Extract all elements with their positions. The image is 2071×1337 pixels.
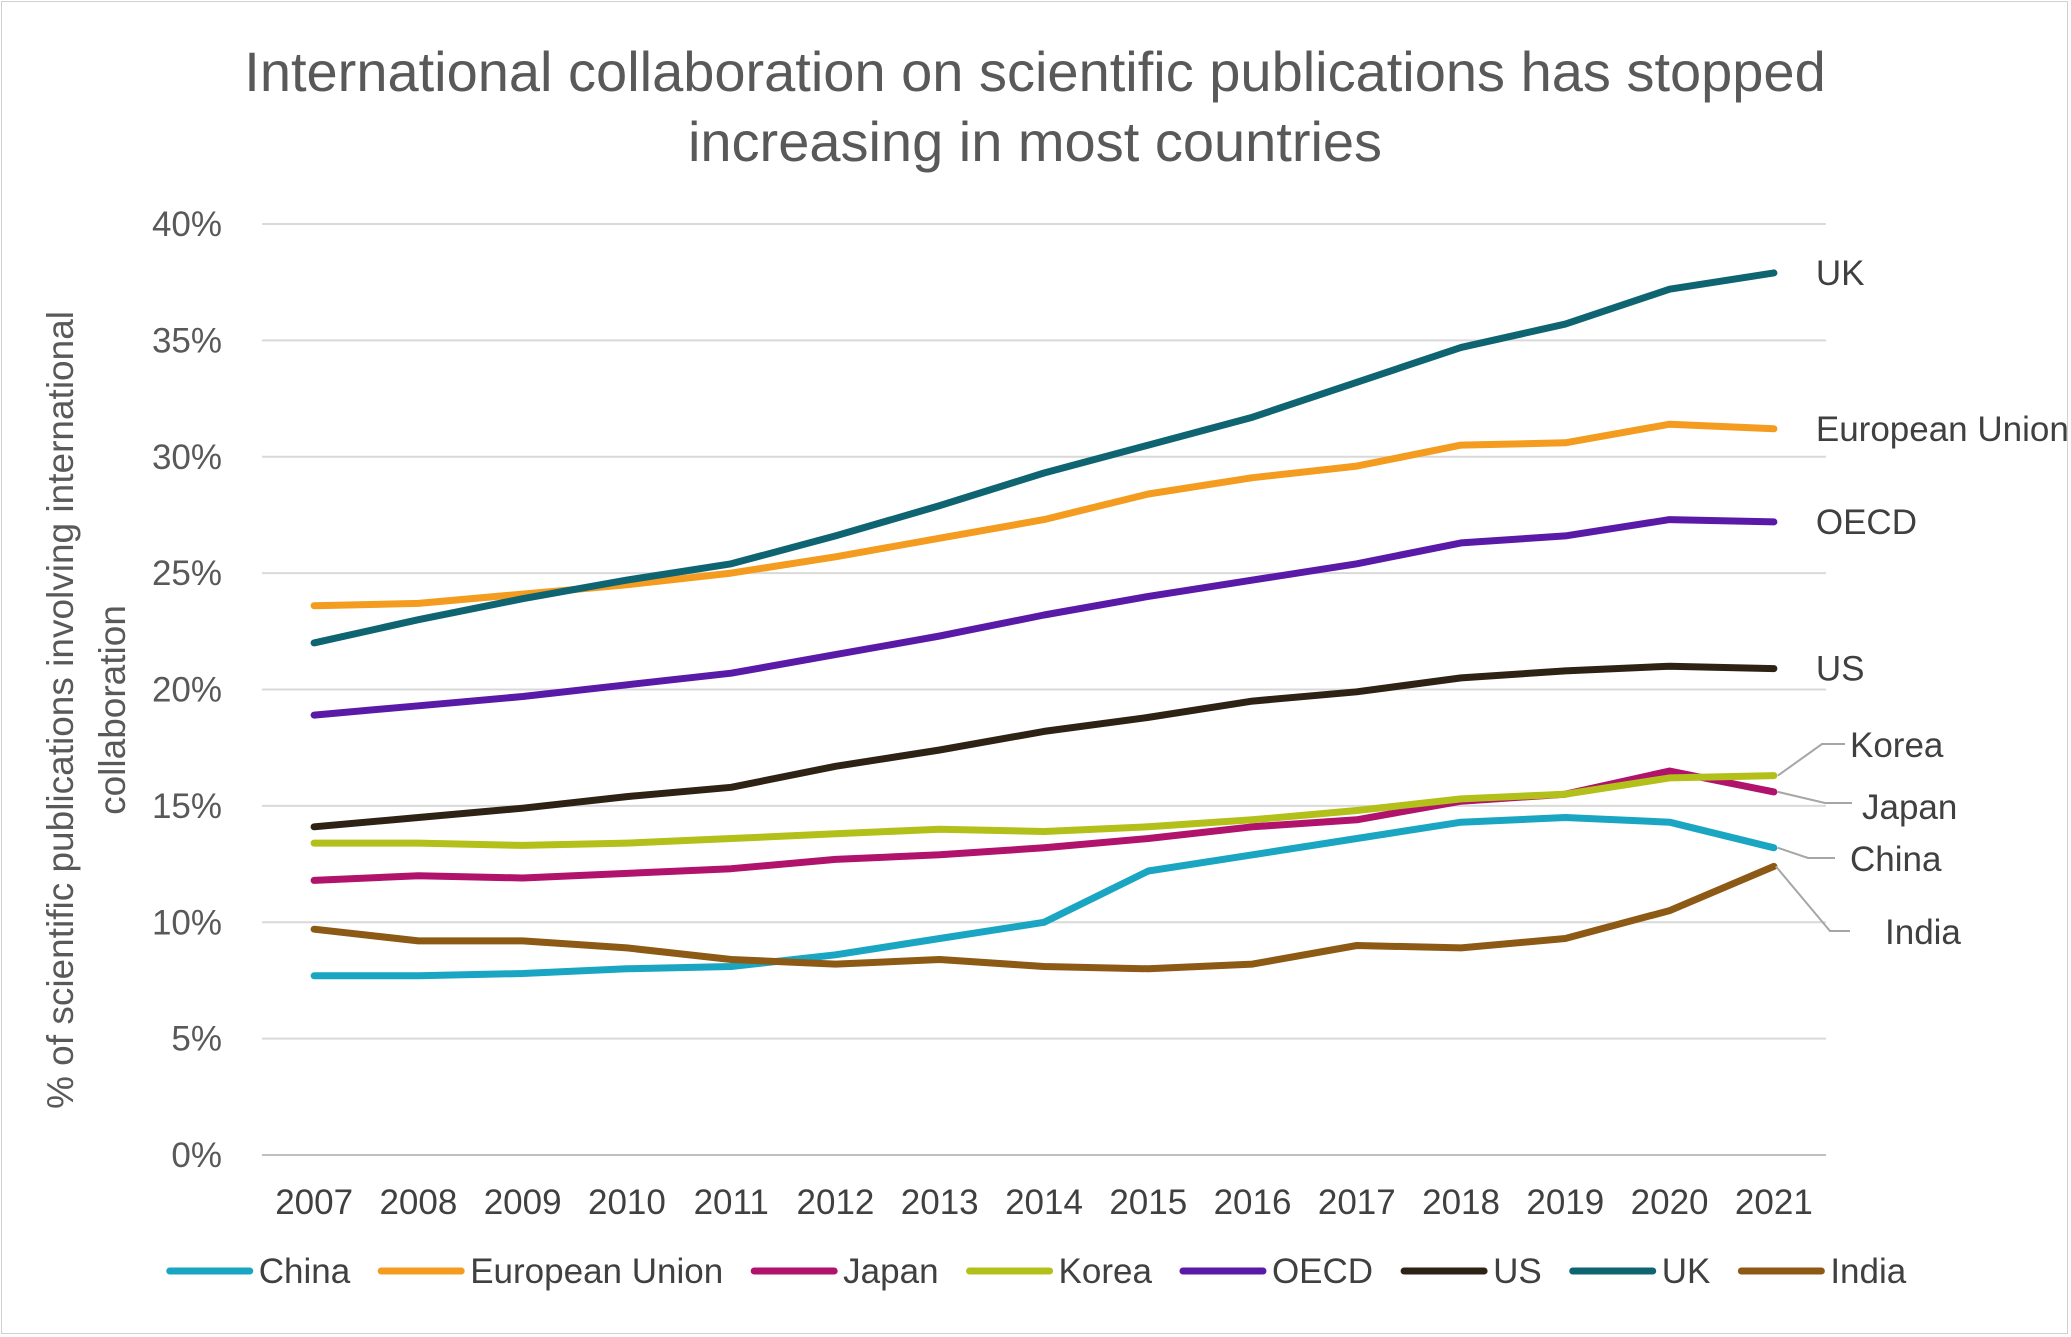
series-end-labels: UK European Union OECD US Korea Japan China Ind… (1775, 254, 2069, 952)
x-tick-label: 2019 (1526, 1183, 1604, 1222)
x-tick-label: 2014 (1005, 1183, 1083, 1222)
series-line-india (310, 862, 1778, 973)
x-tick-label: 2017 (1318, 1183, 1396, 1222)
gridlines (262, 223, 1826, 1156)
y-axis-label-line-1: % of scientific publications involving i… (40, 311, 81, 1109)
end-label-oecd: OECD (1816, 503, 1917, 542)
legend-label-china: China (259, 1252, 351, 1291)
x-tick-label: 2009 (484, 1183, 562, 1222)
y-tick-label: 5% (171, 1020, 222, 1059)
legend-label-european-union: European Union (470, 1252, 723, 1291)
series-line-china (310, 814, 1778, 980)
series-line-oecd (310, 516, 1778, 719)
end-label-india-leader (1775, 865, 1850, 932)
end-label-european-union: European Union (1816, 410, 2069, 449)
x-tick-label: 2010 (588, 1183, 666, 1222)
y-tick-label: 10% (152, 903, 222, 942)
end-label-korea: Korea (1850, 726, 1944, 765)
y-axis-label-line-2: collaboration (92, 605, 133, 815)
y-tick-label: 15% (152, 787, 222, 826)
end-label-japan: Japan (1862, 788, 1957, 827)
x-tick-label: 2007 (275, 1183, 353, 1222)
y-tick-label: 0% (171, 1136, 222, 1175)
x-tick-label: 2008 (379, 1183, 457, 1222)
chart-title-line-1: International collaboration on scientifi… (244, 40, 1825, 103)
legend-label-japan: Japan (843, 1252, 938, 1291)
x-axis-ticks: 2007 2008 2009 2010 2011 2012 2013 2014 2015 2016… (275, 1183, 1813, 1222)
end-label-japan-leader (1777, 790, 1852, 804)
end-label-us: US (1816, 650, 1865, 689)
x-tick-label: 2018 (1422, 1183, 1500, 1222)
y-tick-label: 25% (152, 554, 222, 593)
series-line-korea (310, 772, 1778, 849)
series-line-uk (310, 269, 1778, 647)
x-tick-label: 2021 (1735, 1183, 1813, 1222)
x-tick-label: 2013 (901, 1183, 979, 1222)
chart-title-line-2: increasing in most countries (688, 110, 1382, 173)
legend-label-korea: Korea (1059, 1252, 1153, 1291)
y-tick-label: 20% (152, 671, 222, 710)
legend-label-us: US (1493, 1252, 1542, 1291)
end-label-india: India (1885, 913, 1961, 952)
y-axis-label: % of scientific publications involving i… (40, 311, 133, 1109)
end-label-uk: UK (1816, 254, 1865, 293)
series-line-japan (310, 767, 1778, 884)
series-lines (310, 269, 1778, 980)
legend-label-india: India (1830, 1252, 1906, 1291)
x-tick-label: 2016 (1214, 1183, 1292, 1222)
y-tick-label: 35% (152, 321, 222, 360)
x-tick-label: 2020 (1631, 1183, 1709, 1222)
x-tick-label: 2015 (1109, 1183, 1187, 1222)
y-axis-ticks: 0% 5% 10% 15% 20% 25% 30% 35% 40% (152, 205, 222, 1175)
x-tick-label: 2012 (797, 1183, 875, 1222)
legend-label-uk: UK (1662, 1252, 1711, 1291)
x-tick-label: 2011 (694, 1183, 769, 1222)
legend-label-oecd: OECD (1272, 1252, 1373, 1291)
y-tick-label: 30% (152, 438, 222, 477)
end-label-china-leader (1777, 846, 1835, 859)
y-tick-label: 40% (152, 205, 222, 244)
series-line-us (310, 662, 1778, 831)
end-label-china: China (1850, 840, 1942, 879)
legend: China European Union Japan Korea OECD US UK Ind… (166, 1252, 1907, 1291)
end-label-korea-leader (1777, 743, 1845, 777)
series-line-european-union (310, 420, 1778, 610)
